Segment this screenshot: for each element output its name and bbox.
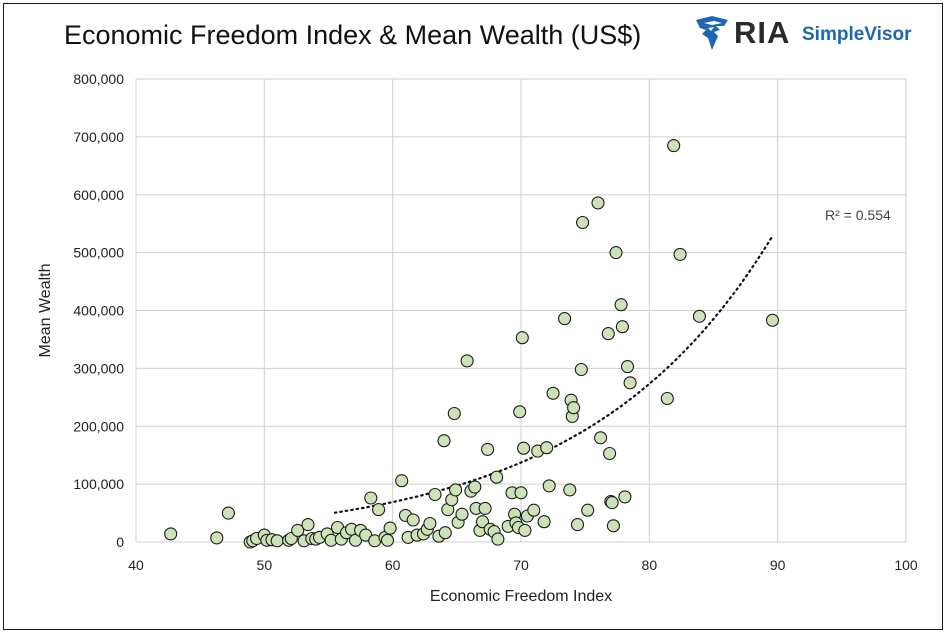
data-point <box>606 519 620 533</box>
data-point <box>491 532 505 546</box>
y-tick-label: 0 <box>116 534 124 550</box>
y-tick-label: 700,000 <box>73 129 124 145</box>
simplevisor-wordmark: SimpleVisor <box>802 24 912 45</box>
data-point <box>490 470 504 484</box>
y-tick-label: 500,000 <box>73 245 124 261</box>
data-point <box>423 516 437 531</box>
data-point <box>515 331 529 345</box>
eagle-icon <box>696 16 728 50</box>
y-axis-ticks: 0 100,000 200,000 300,000 400,000 500,000 600,… <box>73 71 124 550</box>
data-point <box>673 247 687 261</box>
x-tick-label: 90 <box>770 557 786 573</box>
y-tick-label: 600,000 <box>73 187 124 203</box>
data-point <box>546 386 560 400</box>
y-tick-label: 100,000 <box>73 476 124 492</box>
ria-simplevisor-logo: RIA SimpleVisor <box>694 14 924 54</box>
data-point <box>301 518 315 532</box>
data-point <box>517 441 531 455</box>
data-point <box>603 446 617 461</box>
y-tick-label: 200,000 <box>73 418 124 434</box>
data-point <box>609 246 623 260</box>
y-tick-label: 400,000 <box>73 303 124 319</box>
data-point <box>574 362 588 377</box>
x-tick-label: 40 <box>128 557 144 573</box>
data-point <box>567 401 581 415</box>
y-tick-label: 300,000 <box>73 360 124 376</box>
x-tick-label: 60 <box>385 557 401 573</box>
data-point <box>514 486 528 500</box>
data-point <box>614 298 628 312</box>
data-point <box>478 501 492 515</box>
y-tick-label: 800,000 <box>73 71 124 87</box>
data-point <box>449 483 463 497</box>
data-point <box>581 503 595 517</box>
data-point <box>221 506 235 520</box>
x-tick-label: 70 <box>513 557 529 573</box>
r-squared-label: R² = 0.554 <box>825 207 891 223</box>
data-point <box>558 312 572 326</box>
data-point <box>660 391 674 406</box>
x-tick-label: 100 <box>894 557 918 573</box>
x-tick-label: 80 <box>642 557 658 573</box>
x-axis-label: Economic Freedom Index <box>430 588 612 605</box>
data-point <box>570 518 585 532</box>
chart-frame <box>3 3 943 630</box>
data-point <box>372 503 386 517</box>
data-point <box>518 523 532 537</box>
data-point <box>601 327 615 341</box>
data-point <box>468 480 482 494</box>
data-point <box>513 405 527 419</box>
data-point <box>406 513 420 527</box>
data-point <box>437 434 451 448</box>
x-tick-label: 50 <box>257 557 273 573</box>
data-point <box>615 320 629 334</box>
chart-title: Economic Freedom Index & Mean Wealth (US… <box>64 20 642 50</box>
data-point <box>364 491 378 505</box>
data-point <box>540 441 554 455</box>
data-point <box>395 474 409 488</box>
data-point <box>210 531 224 545</box>
data-point <box>291 523 305 537</box>
y-axis-label: Mean Wealth <box>37 264 54 358</box>
data-point <box>527 503 541 517</box>
data-point <box>591 196 605 210</box>
data-point <box>537 515 551 529</box>
data-point <box>383 521 397 535</box>
ria-wordmark: RIA <box>734 15 791 50</box>
data-point <box>428 487 442 502</box>
data-points <box>164 139 780 549</box>
data-point <box>475 515 490 529</box>
data-point <box>380 533 395 547</box>
trendline-path <box>333 236 773 514</box>
data-point <box>447 406 461 421</box>
data-point <box>623 376 637 390</box>
data-point <box>460 354 474 368</box>
data-point <box>618 490 632 504</box>
data-point <box>270 534 284 548</box>
trendline <box>333 236 773 514</box>
data-point <box>576 215 590 230</box>
data-point <box>455 507 469 521</box>
data-point <box>542 479 556 493</box>
data-point <box>594 431 608 445</box>
data-point <box>481 442 495 456</box>
data-point <box>164 527 178 541</box>
data-point <box>620 360 635 374</box>
data-point <box>692 309 706 323</box>
data-point <box>563 483 577 497</box>
data-point <box>605 496 619 510</box>
data-point <box>438 526 452 540</box>
data-point <box>667 139 681 153</box>
gridlines <box>135 78 907 543</box>
x-axis-ticks: 40 50 60 70 80 90 100 <box>128 557 918 573</box>
data-point <box>765 313 780 327</box>
